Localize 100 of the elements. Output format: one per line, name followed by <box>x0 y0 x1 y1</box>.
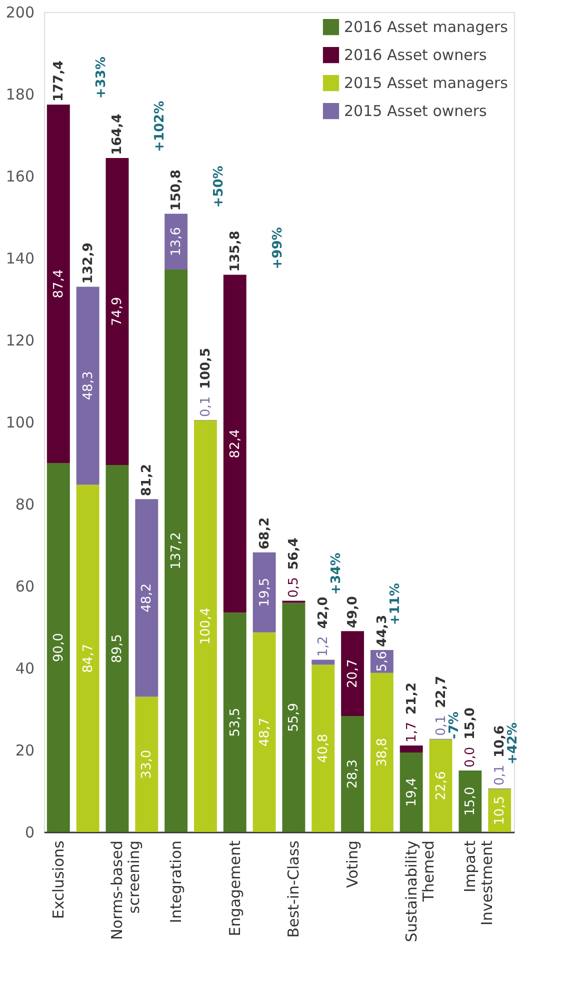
data-label: 19,5 <box>257 578 272 607</box>
x-tick-label: Engagement <box>226 840 244 936</box>
data-label: 20,7 <box>346 659 361 688</box>
bar <box>282 602 306 832</box>
total-label: 44,3 <box>374 614 390 647</box>
data-label: 28,3 <box>346 760 361 788</box>
data-label: 137,2 <box>169 532 184 570</box>
y-tick-label: 180 <box>6 86 34 104</box>
annotation: +50% <box>212 166 227 208</box>
bar <box>312 664 335 832</box>
legend-label: 2016 Asset managers <box>344 18 508 36</box>
y-tick-label: 60 <box>15 578 34 596</box>
data-label: 0,5 <box>286 577 302 598</box>
data-label: 5,6 <box>374 651 390 672</box>
y-tick-label: 0 <box>24 824 34 842</box>
x-tick-label: Norms-based screening <box>108 840 144 940</box>
data-label: 0,1 <box>434 715 449 736</box>
data-label: 1,2 <box>316 636 332 657</box>
x-tick-label: Best-in-Class <box>284 840 303 938</box>
annotation: -7% <box>446 712 462 740</box>
x-tick-label: Integration <box>167 840 186 924</box>
annotation: +33% <box>94 56 109 99</box>
y-tick-label: 120 <box>6 332 34 350</box>
data-label: 22,6 <box>434 771 449 800</box>
bar <box>488 788 512 832</box>
bar <box>370 672 394 832</box>
total-label: 22,7 <box>434 676 449 708</box>
data-label: 13,6 <box>169 227 184 256</box>
y-tick-label: 160 <box>6 168 34 186</box>
bar <box>164 269 188 832</box>
total-label: 81,2 <box>140 464 155 496</box>
data-label: 10,5 <box>492 796 508 825</box>
data-label: 48,3 <box>80 371 96 400</box>
bar <box>135 499 158 697</box>
bar <box>76 484 100 832</box>
y-tick-label: 200 <box>6 4 34 22</box>
data-label: 55,9 <box>286 702 302 732</box>
x-tick-label: Exclusions <box>49 840 68 919</box>
data-label: 82,4 <box>228 429 243 458</box>
total-label: 100,5 <box>198 348 214 389</box>
total-label: 42,0 <box>316 596 332 629</box>
total-label: 164,4 <box>110 114 126 155</box>
total-label: 15,0 <box>463 707 478 740</box>
bar <box>135 696 158 832</box>
annotation: +99% <box>270 227 286 270</box>
legend-label: 2016 Asset owners <box>344 46 488 64</box>
data-label: 0,1 <box>492 764 508 786</box>
total-label: 21,2 <box>404 682 420 714</box>
bar <box>223 274 246 613</box>
annotation: +42% <box>506 722 521 764</box>
data-label: 84,7 <box>80 644 96 673</box>
data-label: 38,8 <box>374 738 390 767</box>
total-label: 68,2 <box>257 517 272 550</box>
y-tick-label: 40 <box>15 660 34 678</box>
data-label: 100,4 <box>198 608 214 645</box>
data-label: 1,7 <box>404 722 420 742</box>
data-label: 15,0 <box>463 786 478 816</box>
total-label: 135,8 <box>228 230 243 272</box>
x-tick-label: Voting <box>344 840 362 888</box>
y-tick-label: 80 <box>15 496 34 514</box>
bar <box>223 612 246 832</box>
bar <box>341 716 364 832</box>
data-label: 0,1 <box>198 396 214 417</box>
data-label: 0,0 <box>463 746 478 768</box>
bar <box>400 752 423 832</box>
bar <box>458 770 482 832</box>
legend-label: 2015 Asset owners <box>344 102 488 120</box>
bar <box>252 552 276 632</box>
total-label: 10,6 <box>492 725 508 758</box>
annotation: +102% <box>152 100 168 152</box>
data-label: 53,5 <box>228 708 243 737</box>
total-label: 177,4 <box>51 60 66 102</box>
bar <box>46 104 70 463</box>
total-label: 150,8 <box>169 170 184 211</box>
bar <box>312 660 335 665</box>
data-label: 87,4 <box>51 269 66 298</box>
x-tick-label: Impact Investment <box>461 840 496 926</box>
bar <box>106 465 129 832</box>
data-label: 19,4 <box>404 778 420 807</box>
bar <box>76 286 100 485</box>
legend-label: 2015 Asset managers <box>344 74 508 92</box>
y-tick-label: 140 <box>6 250 34 268</box>
bar <box>106 158 129 466</box>
x-tick-label: Sustainability Themed <box>402 840 438 942</box>
y-tick-label: 100 <box>6 414 34 432</box>
bar <box>429 739 452 832</box>
bar <box>341 631 364 716</box>
data-label: 90,0 <box>51 633 66 662</box>
y-tick-label: 20 <box>15 742 34 760</box>
bar <box>194 420 217 832</box>
data-label: 89,5 <box>110 634 126 663</box>
bar <box>252 632 276 832</box>
data-label: 33,0 <box>140 750 155 779</box>
data-label: 48,7 <box>257 718 272 747</box>
data-label: 48,2 <box>140 583 155 612</box>
total-label: 49,0 <box>346 596 361 628</box>
bar <box>400 745 423 752</box>
data-label: 40,8 <box>316 734 332 763</box>
total-label: 56,4 <box>286 538 302 570</box>
bar <box>46 463 70 832</box>
